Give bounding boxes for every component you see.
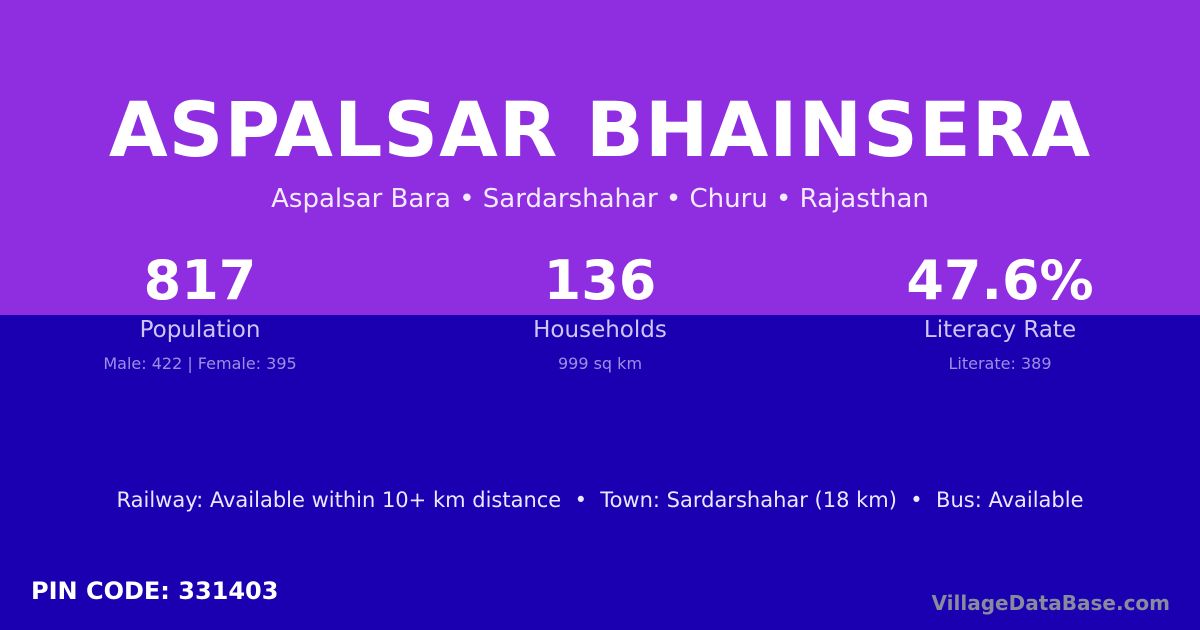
stat-value: 817	[143, 249, 257, 312]
brand-watermark: VillageDataBase.com	[931, 591, 1170, 615]
stat-label: Households	[533, 317, 667, 343]
stat-detail: 999 sq km	[557, 354, 643, 373]
pin-code: PIN CODE: 331403	[31, 577, 279, 605]
stat-value: 47.6%	[906, 249, 1094, 312]
header-band	[0, 0, 1200, 315]
stat-population: 817 Population Male: 422 | Female: 395	[0, 248, 400, 376]
stat-value: 136	[543, 249, 657, 312]
stat-label: Literacy Rate	[923, 317, 1077, 343]
page-title: ASPALSAR BHAINSERA	[108, 85, 1092, 174]
stat-detail: Male: 422 | Female: 395	[103, 354, 297, 373]
stat-households: 136 Households 999 sq km	[400, 248, 800, 376]
stat-literacy: 47.6% Literacy Rate Literate: 389	[800, 248, 1200, 376]
stat-label: Population	[139, 317, 261, 343]
connectivity-info: Railway: Available within 10+ km distanc…	[116, 488, 1084, 512]
stat-detail: Literate: 389	[948, 354, 1052, 373]
location-breadcrumb: Aspalsar Bara • Sardarshahar • Churu • R…	[271, 184, 929, 214]
